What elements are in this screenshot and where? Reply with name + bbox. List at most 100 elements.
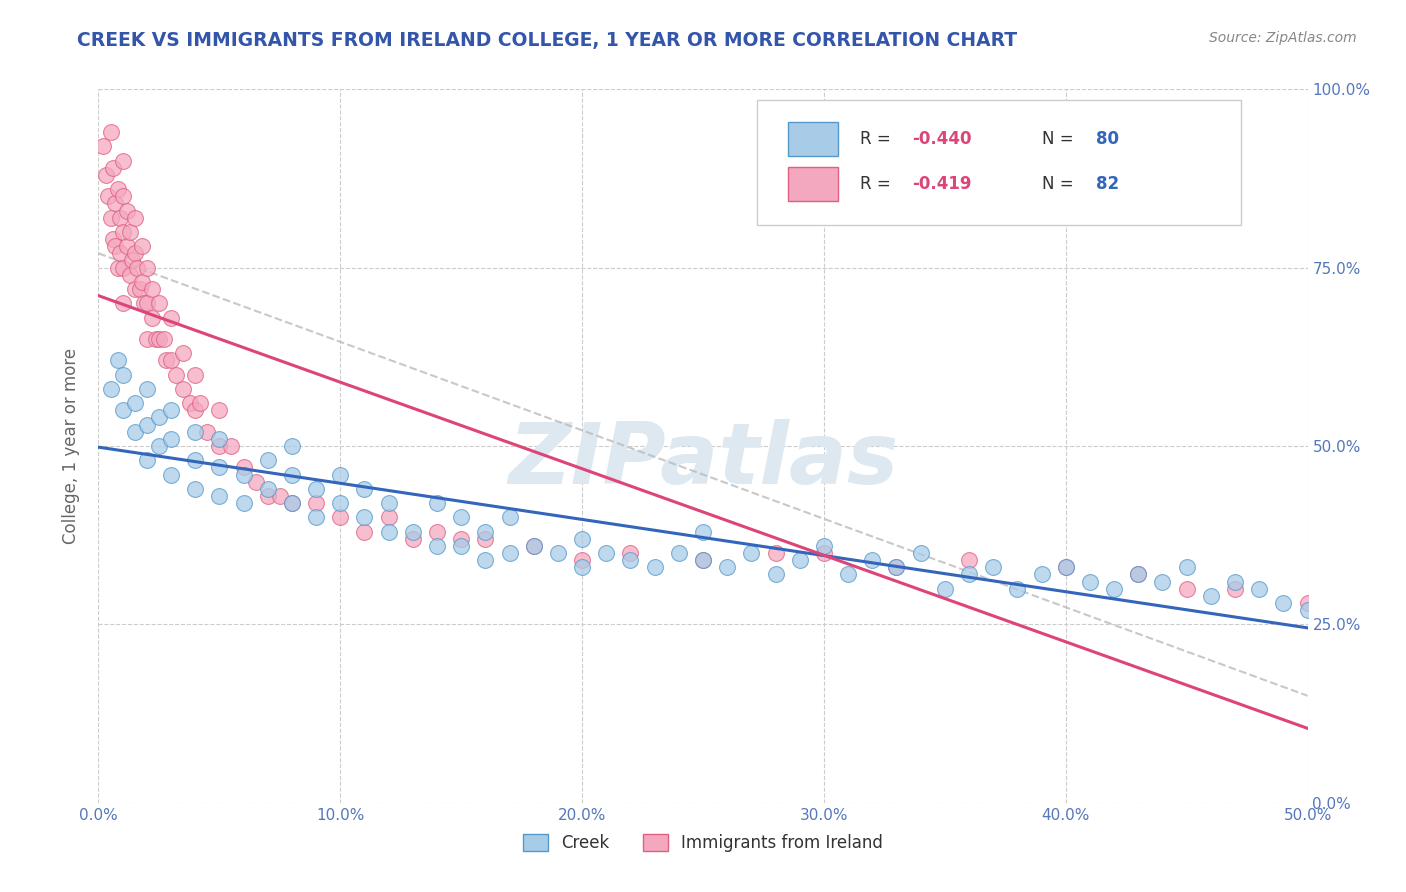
Point	[765, 567, 787, 582]
Point	[474, 524, 496, 539]
Point	[135, 382, 157, 396]
Point	[124, 246, 146, 260]
Point	[716, 560, 738, 574]
Legend: Creek, Immigrants from Ireland: Creek, Immigrants from Ireland	[516, 827, 890, 859]
Point	[426, 496, 449, 510]
Point	[765, 546, 787, 560]
Point	[377, 524, 399, 539]
Point	[208, 460, 231, 475]
Point	[94, 168, 117, 182]
Point	[934, 582, 956, 596]
Point	[148, 296, 170, 310]
Point	[135, 332, 157, 346]
Point	[910, 546, 932, 560]
Point	[305, 496, 328, 510]
Point	[498, 546, 520, 560]
Point	[148, 439, 170, 453]
Point	[208, 432, 231, 446]
Point	[232, 467, 254, 482]
Point	[402, 532, 425, 546]
Point	[1223, 574, 1246, 589]
Point	[860, 553, 883, 567]
Point	[128, 282, 150, 296]
Point	[184, 482, 207, 496]
Point	[886, 560, 908, 574]
Point	[148, 332, 170, 346]
Point	[353, 524, 375, 539]
Point	[104, 196, 127, 211]
Point	[281, 439, 304, 453]
Point	[111, 403, 134, 417]
Point	[155, 353, 177, 368]
Point	[124, 211, 146, 225]
Point	[160, 403, 183, 417]
Point	[134, 296, 156, 310]
Point	[117, 239, 139, 253]
Point	[329, 467, 352, 482]
Point	[886, 560, 908, 574]
Point	[1272, 596, 1295, 610]
Point	[1175, 560, 1198, 574]
Point	[1175, 582, 1198, 596]
Point	[118, 268, 141, 282]
Point	[377, 510, 399, 524]
Point	[107, 260, 129, 275]
Point	[145, 332, 167, 346]
Point	[160, 467, 183, 482]
Point	[131, 275, 153, 289]
Point	[1296, 603, 1319, 617]
Point	[547, 546, 569, 560]
Point	[692, 524, 714, 539]
Point	[957, 567, 980, 582]
Point	[172, 382, 194, 396]
Point	[740, 546, 762, 560]
Point	[256, 453, 278, 467]
Point	[281, 496, 304, 510]
Point	[789, 553, 811, 567]
Point	[619, 546, 641, 560]
Point	[256, 489, 278, 503]
Point	[111, 260, 134, 275]
Point	[668, 546, 690, 560]
Point	[1102, 582, 1125, 596]
Point	[104, 239, 127, 253]
Point	[108, 246, 131, 260]
Point	[474, 532, 496, 546]
Point	[148, 410, 170, 425]
Point	[179, 396, 201, 410]
Point	[692, 553, 714, 567]
Point	[595, 546, 617, 560]
Point	[474, 553, 496, 567]
Point	[121, 253, 143, 268]
Point	[305, 510, 328, 524]
Point	[571, 532, 593, 546]
Text: 80: 80	[1097, 130, 1119, 148]
Point	[353, 510, 375, 524]
Point	[111, 189, 134, 203]
Point	[1054, 560, 1077, 574]
Point	[1128, 567, 1150, 582]
Point	[1007, 582, 1029, 596]
Point	[108, 211, 131, 225]
Point	[208, 489, 231, 503]
Point	[141, 282, 163, 296]
Point	[160, 432, 183, 446]
FancyBboxPatch shape	[787, 167, 838, 202]
Point	[141, 310, 163, 325]
Point	[111, 296, 134, 310]
Point	[1128, 567, 1150, 582]
Point	[1249, 582, 1271, 596]
Point	[184, 453, 207, 467]
Point	[619, 553, 641, 567]
Point	[837, 567, 859, 582]
Point	[1223, 582, 1246, 596]
Point	[135, 296, 157, 310]
Point	[127, 260, 149, 275]
Point	[221, 439, 243, 453]
Text: CREEK VS IMMIGRANTS FROM IRELAND COLLEGE, 1 YEAR OR MORE CORRELATION CHART: CREEK VS IMMIGRANTS FROM IRELAND COLLEGE…	[77, 31, 1018, 50]
Point	[135, 260, 157, 275]
Point	[1152, 574, 1174, 589]
Point	[644, 560, 666, 574]
Point	[1031, 567, 1053, 582]
Point	[208, 439, 231, 453]
